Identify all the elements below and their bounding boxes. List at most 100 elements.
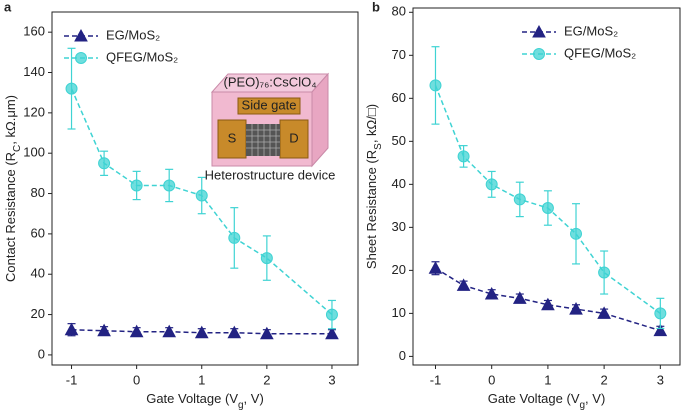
x-tick-label: 0 [488,372,495,387]
marker [457,150,470,163]
marker [456,278,471,291]
x-axis-label: Gate Voltage (Vg, V) [488,391,606,411]
x-axis-label-part: g [579,400,585,411]
marker [65,82,78,95]
y-tick-label: 20 [392,262,406,277]
marker [163,179,176,192]
y-tick-label: 20 [31,306,45,321]
legend-marker [532,24,546,38]
y-tick-label: 100 [23,145,45,160]
marker [428,261,443,274]
x-axis-label-part: , V) [585,391,605,406]
marker [195,189,208,202]
y-tick-label: 10 [392,305,406,320]
y-axis-label: Sheet Resistance (RS, kΩ/□) [364,104,384,269]
y-axis-label-part: Contact Resistance (R [3,152,18,282]
x-axis-label: Gate Voltage (Vg, V) [146,391,264,411]
series-line [434,85,661,314]
x-tick-label: 2 [263,372,270,387]
marker [569,302,583,315]
series-line [70,88,333,316]
y-axis-label-part: , kΩ/□) [364,104,379,143]
marker [325,326,339,340]
y-axis-label-part: C [12,145,23,152]
y-tick-label: 80 [392,4,406,19]
legend-marker [75,52,87,64]
marker [654,307,667,320]
panel-label: a [4,0,12,14]
legend-label: QFEG/MoS₂ [106,49,178,64]
y-tick-label: 40 [31,266,45,281]
marker [162,324,177,338]
x-tick-label: 2 [600,372,607,387]
side-gate [237,97,301,115]
inset-box-side [311,72,329,168]
marker [512,291,527,304]
y-tick-label: 70 [392,47,406,62]
x-tick-label: 3 [657,372,664,387]
marker [129,324,144,338]
legend-marker [74,28,88,42]
x-tick-label: 0 [133,372,140,387]
panel-label: b [372,0,380,14]
heterostructure [246,124,280,156]
annotation: (PEO)₇₆:CsClO₄ [223,74,316,89]
marker [325,308,338,321]
marker [597,306,611,319]
y-tick-label: 30 [392,219,406,234]
y-tick-label: 160 [23,24,45,39]
legend-label: QFEG/MoS₂ [564,45,636,60]
x-tick-label: 3 [328,372,335,387]
annotation: D [289,130,298,145]
inset [210,72,330,168]
x-axis-label-part: , V) [244,391,264,406]
marker [97,323,111,337]
y-tick-label: 40 [392,176,406,191]
y-tick-label: 120 [23,104,45,119]
legend-label: EG/MoS₂ [106,27,160,42]
x-axis-label-part: Gate Voltage (V [146,391,238,406]
marker [541,297,555,311]
x-axis-label-part: g [238,400,244,411]
marker [227,325,242,339]
y-axis-label-part: , kΩ.μm) [3,95,18,145]
marker [98,157,111,170]
legend-label: EG/MoS₂ [564,23,618,38]
y-axis-label: Contact Resistance (RC, kΩ.μm) [3,95,23,282]
y-axis-label-part: Sheet Resistance (R [364,150,379,269]
marker [484,286,499,300]
marker [429,79,442,92]
marker [260,326,274,340]
legend-marker [533,48,545,60]
marker [541,202,554,215]
x-tick-label: 1 [198,372,205,387]
x-tick-label: -1 [66,372,78,387]
y-tick-label: 0 [38,346,45,361]
x-tick-label: 1 [544,372,551,387]
y-tick-label: 0 [399,348,406,363]
x-tick-label: -1 [430,372,442,387]
lattice [246,124,280,156]
y-tick-label: 50 [392,133,406,148]
marker [194,325,209,339]
y-tick-label: 60 [392,90,406,105]
series-line [435,267,661,332]
annotation: S [228,130,237,145]
marker [598,266,611,279]
plot-frame [51,11,359,366]
y-tick-label: 60 [31,225,45,240]
marker [130,179,143,192]
plot-frame [412,7,681,366]
annotation: Heterostructure device [205,167,336,182]
marker [485,178,498,191]
marker [228,231,241,244]
series-line [71,328,332,335]
y-tick-label: 80 [31,185,45,200]
marker [260,252,273,265]
y-tick-label: 140 [23,64,45,79]
x-axis-label-part: Gate Voltage (V [488,391,580,406]
marker [64,322,79,336]
marker [513,193,526,206]
